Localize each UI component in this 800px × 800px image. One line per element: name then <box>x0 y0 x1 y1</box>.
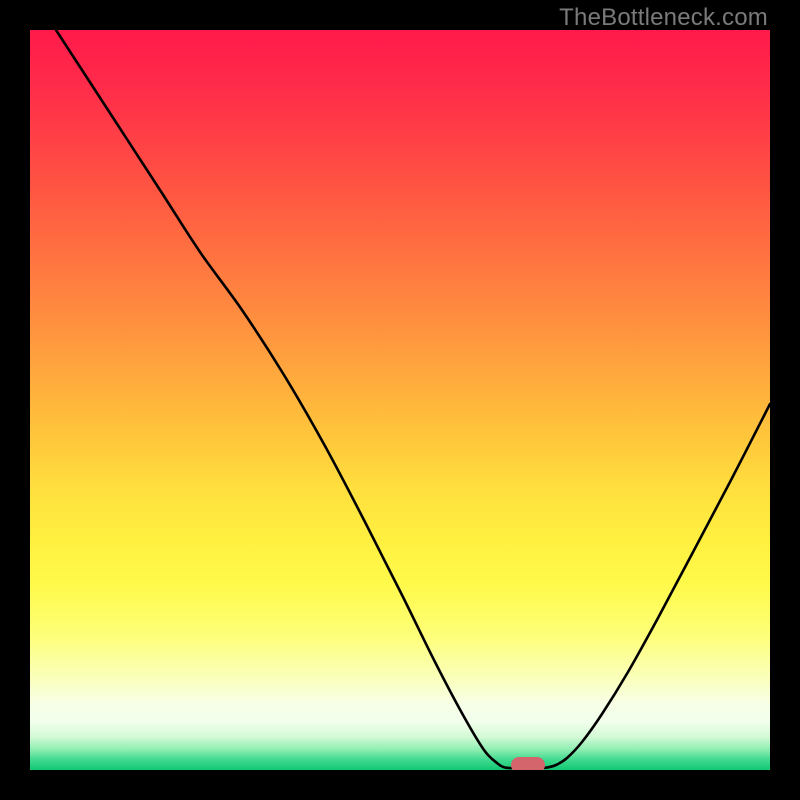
plot-area <box>30 30 770 770</box>
optimum-marker <box>511 757 545 770</box>
gradient-bg <box>30 30 770 770</box>
bottleneck-curve <box>56 30 770 768</box>
watermark-text: TheBottleneck.com <box>559 4 768 32</box>
figure-outer: TheBottleneck.com <box>0 0 800 800</box>
plot-svg <box>30 30 770 770</box>
